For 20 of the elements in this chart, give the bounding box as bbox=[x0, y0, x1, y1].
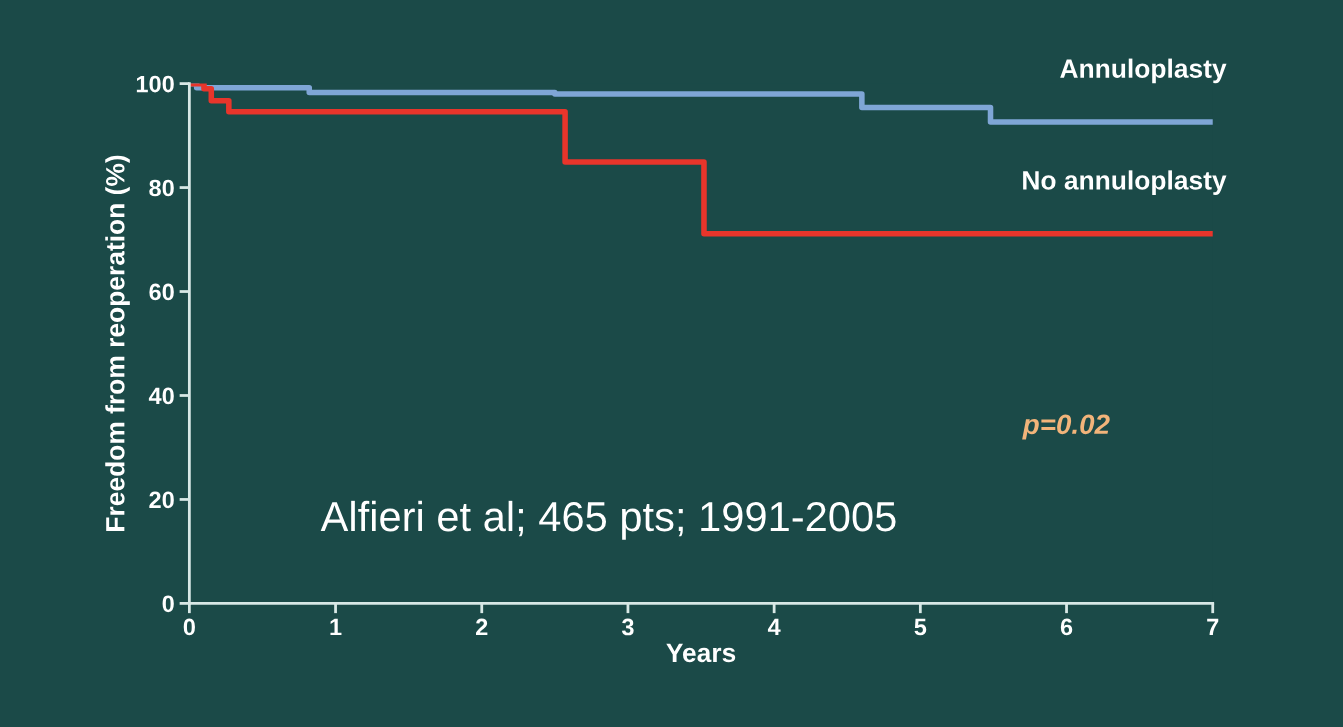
y-tick-label: 100 bbox=[136, 75, 174, 93]
y-tick-label: 80 bbox=[149, 179, 174, 197]
series-label: No annuloplasty bbox=[1023, 170, 1227, 195]
y-tick-label: 0 bbox=[162, 595, 174, 613]
y-tick-label: 60 bbox=[149, 283, 174, 301]
x-tick-label: 5 bbox=[914, 618, 927, 636]
annotation: p=0.02 bbox=[1022, 414, 1110, 440]
x-axis-title: Years bbox=[666, 643, 736, 663]
annotation: Alfieri et al; 465 pts; 1991-2005 bbox=[320, 500, 896, 540]
y-tick-label: 20 bbox=[149, 491, 174, 509]
x-tick-label: 2 bbox=[476, 618, 488, 636]
x-tick-label: 6 bbox=[1060, 618, 1073, 636]
series-label: Annuloplasty bbox=[1060, 58, 1227, 84]
x-tick-label: 3 bbox=[621, 618, 634, 636]
x-tick-label: 1 bbox=[330, 618, 342, 636]
x-tick-label: 4 bbox=[767, 618, 781, 636]
x-tick-label: 7 bbox=[1207, 618, 1219, 636]
y-tick-label: 40 bbox=[148, 387, 174, 405]
y-axis-title: Freedom from reoperation (%) bbox=[105, 155, 130, 531]
x-tick-label: 0 bbox=[183, 618, 195, 636]
